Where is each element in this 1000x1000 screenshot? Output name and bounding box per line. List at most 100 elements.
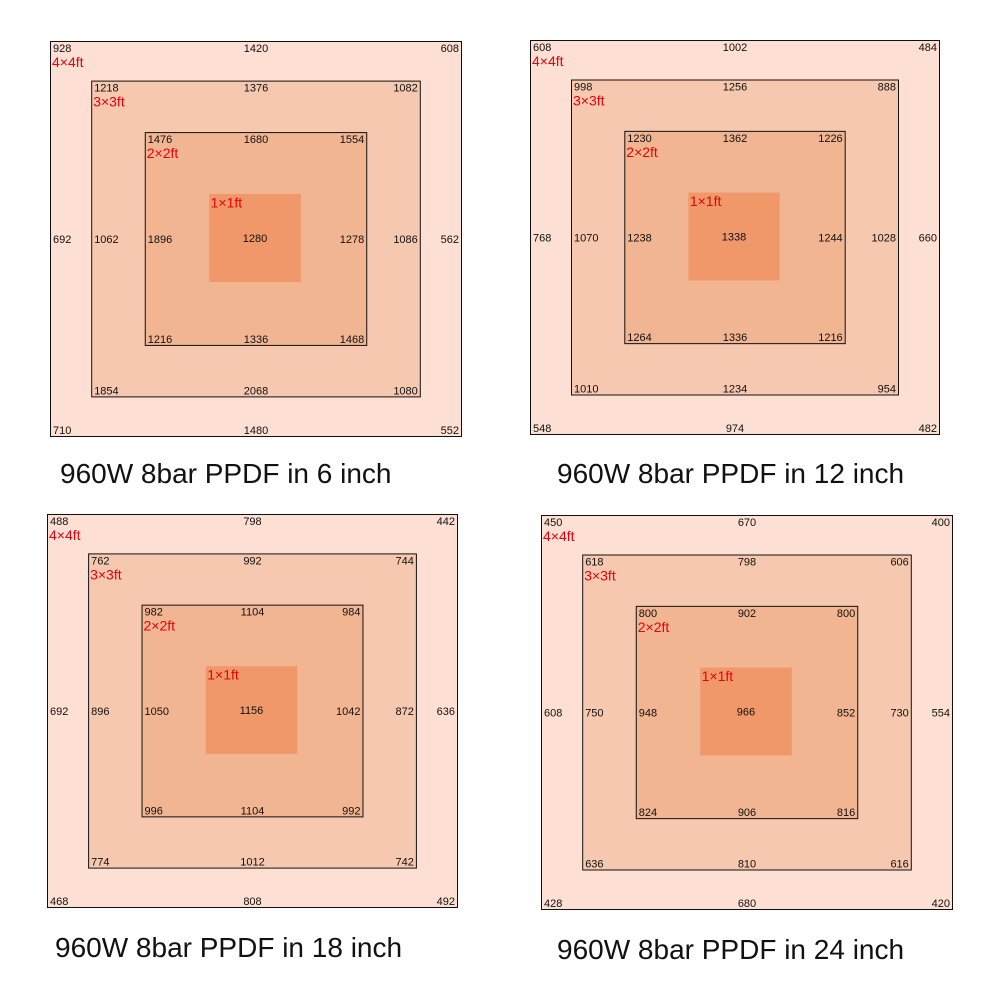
- zone-2x2ft-label: 2×2ft: [626, 144, 658, 160]
- ppdf-value-2x2ft-bottom-right: 816: [837, 807, 855, 819]
- caption-6-inch: 960W 8bar PPDF in 6 inch: [60, 458, 392, 489]
- ppdf-value-2x2ft-top-center: 1680: [244, 134, 268, 146]
- ppdf-value-4x4ft-bottom-center: 808: [243, 896, 261, 908]
- ppdf-value-3x3ft-top-left: 1218: [94, 83, 118, 95]
- ppdf-value-1x1ft-center: 1338: [722, 232, 746, 244]
- ppdf-value-4x4ft-middle-left: 608: [544, 708, 562, 720]
- zone-3x3ft-label: 3×3ft: [90, 566, 122, 582]
- ppdf-value-4x4ft-middle-left: 768: [533, 233, 551, 245]
- ppdf-panel-24-inch: 4×4ft 450 670 400 608 554 428 680 420 3×3ft 618 798…: [541, 515, 953, 910]
- ppdf-value-4x4ft-top-center: 798: [243, 516, 261, 528]
- ppdf-value-2x2ft-bottom-left: 1264: [627, 332, 651, 344]
- ppdf-value-3x3ft-bottom-right: 616: [890, 859, 908, 871]
- ppdf-value-4x4ft-bottom-center: 974: [726, 423, 744, 435]
- zone-3x3ft-label: 3×3ft: [93, 94, 125, 110]
- ppdf-value-1x1ft-center: 1156: [240, 705, 264, 717]
- zone-1x1ft-label: 1×1ft: [211, 194, 243, 210]
- ppdf-value-2x2ft-top-left: 1230: [627, 133, 651, 145]
- ppdf-value-4x4ft-top-right: 484: [919, 42, 937, 54]
- ppdf-value-3x3ft-middle-left: 1062: [94, 234, 118, 246]
- ppdf-value-4x4ft-middle-right: 562: [441, 234, 459, 246]
- ppdf-value-3x3ft-top-right: 744: [396, 555, 414, 567]
- ppdf-value-3x3ft-bottom-center: 1234: [723, 384, 747, 396]
- ppdf-value-2x2ft-top-right: 1226: [818, 133, 842, 145]
- ppdf-value-3x3ft-middle-left: 896: [91, 706, 109, 718]
- ppdf-value-4x4ft-bottom-right: 482: [919, 423, 937, 435]
- ppdf-value-4x4ft-middle-left: 692: [53, 234, 71, 246]
- ppdf-panel-12-inch: 4×4ft 608 1002 484 768 660 548 974 482 3×3ft 998 12…: [530, 40, 940, 435]
- ppdf-value-2x2ft-middle-left: 1896: [148, 234, 172, 246]
- ppdf-value-3x3ft-middle-right: 1086: [393, 234, 417, 246]
- zone-1x1ft: 1×1ft 1156: [205, 666, 298, 754]
- ppdf-value-4x4ft-top-left: 450: [544, 517, 562, 529]
- ppdf-value-2x2ft-middle-right: 852: [837, 708, 855, 720]
- ppdf-value-2x2ft-bottom-center: 1104: [241, 805, 265, 817]
- ppdf-value-3x3ft-top-left: 998: [574, 82, 592, 94]
- ppdf-value-2x2ft-top-right: 800: [837, 608, 855, 620]
- ppdf-value-4x4ft-bottom-right: 552: [441, 425, 459, 437]
- ppdf-value-4x4ft-bottom-right: 492: [437, 896, 455, 908]
- ppdf-value-4x4ft-top-left: 488: [50, 516, 68, 528]
- ppdf-panel-18-inch: 4×4ft 488 798 442 692 636 468 808 492 3×3ft 762 992…: [47, 514, 458, 908]
- ppdf-value-4x4ft-middle-left: 692: [50, 706, 68, 718]
- ppdf-value-2x2ft-top-left: 982: [145, 607, 163, 619]
- ppdf-value-4x4ft-top-right: 400: [932, 517, 950, 529]
- caption-24-inch: 960W 8bar PPDF in 24 inch: [557, 934, 905, 965]
- zone-1x1ft-area: [700, 667, 792, 756]
- ppdf-value-4x4ft-top-right: 608: [441, 43, 459, 55]
- zone-4x4ft-label: 4×4ft: [49, 527, 81, 543]
- ppdf-value-2x2ft-middle-right: 1042: [336, 706, 360, 718]
- ppdf-value-2x2ft-bottom-center: 1336: [723, 332, 747, 344]
- ppdf-value-2x2ft-bottom-left: 1216: [148, 334, 172, 346]
- ppdf-value-4x4ft-bottom-left: 428: [544, 898, 562, 910]
- ppdf-value-3x3ft-top-right: 606: [890, 557, 908, 569]
- ppdf-value-3x3ft-top-center: 1256: [723, 82, 747, 94]
- ppdf-value-2x2ft-middle-right: 1244: [818, 233, 842, 245]
- ppdf-value-3x3ft-bottom-left: 1010: [574, 384, 598, 396]
- ppdf-value-4x4ft-top-left: 608: [533, 42, 551, 54]
- ppdf-value-4x4ft-top-center: 1420: [244, 43, 268, 55]
- ppdf-value-1x1ft-center: 966: [737, 707, 755, 719]
- ppdf-value-2x2ft-middle-left: 1050: [145, 706, 169, 718]
- ppdf-value-2x2ft-middle-left: 1238: [627, 233, 651, 245]
- ppdf-value-3x3ft-top-right: 888: [878, 82, 896, 94]
- ppdf-value-2x2ft-bottom-right: 1468: [340, 334, 364, 346]
- ppdf-value-2x2ft-top-right: 1554: [340, 134, 364, 146]
- ppdf-value-3x3ft-top-center: 1376: [244, 83, 268, 95]
- ppdf-value-2x2ft-top-center: 902: [738, 608, 756, 620]
- ppdf-value-3x3ft-bottom-left: 774: [91, 857, 109, 869]
- ppdf-panel-6-inch: 4×4ft 928 1420 608 692 562 710 1480 552 3×3ft 1218…: [50, 41, 462, 437]
- zone-1x1ft-area: [205, 666, 298, 754]
- ppdf-value-4x4ft-top-center: 1002: [723, 42, 747, 54]
- zone-3x3ft-label: 3×3ft: [584, 568, 616, 584]
- ppdf-value-3x3ft-top-left: 762: [91, 555, 109, 567]
- ppdf-value-3x3ft-bottom-center: 810: [738, 859, 756, 871]
- ppdf-value-2x2ft-top-left: 800: [639, 608, 657, 620]
- zone-4x4ft-label: 4×4ft: [543, 528, 575, 544]
- ppdf-value-4x4ft-bottom-right: 420: [932, 898, 950, 910]
- ppdf-value-4x4ft-bottom-center: 680: [738, 898, 756, 910]
- zone-2x2ft-label: 2×2ft: [144, 618, 176, 634]
- ppdf-value-4x4ft-middle-right: 554: [932, 708, 950, 720]
- ppdf-value-4x4ft-bottom-left: 710: [53, 425, 71, 437]
- ppdf-value-3x3ft-top-right: 1082: [393, 83, 417, 95]
- zone-1x1ft-area: [209, 193, 301, 283]
- ppdf-value-3x3ft-middle-left: 750: [585, 708, 603, 720]
- ppdf-value-2x2ft-top-center: 1104: [241, 607, 265, 619]
- zone-2x2ft-label: 2×2ft: [147, 145, 179, 161]
- ppdf-value-4x4ft-middle-right: 660: [919, 233, 937, 245]
- zone-1x1ft: 1×1ft 966: [700, 667, 792, 756]
- ppdf-value-2x2ft-middle-right: 1278: [340, 234, 364, 246]
- zone-4x4ft-label: 4×4ft: [532, 53, 564, 69]
- zone-1x1ft: 1×1ft 1338: [688, 192, 780, 281]
- ppdf-value-2x2ft-top-center: 1362: [723, 133, 747, 145]
- zone-1x1ft-area: [688, 192, 780, 281]
- ppdf-value-3x3ft-top-center: 798: [738, 557, 756, 569]
- ppdf-value-3x3ft-bottom-right: 1080: [393, 385, 417, 397]
- ppdf-value-2x2ft-bottom-center: 1336: [244, 334, 268, 346]
- zone-1x1ft-label: 1×1ft: [702, 668, 734, 684]
- ppdf-value-3x3ft-middle-left: 1070: [574, 233, 598, 245]
